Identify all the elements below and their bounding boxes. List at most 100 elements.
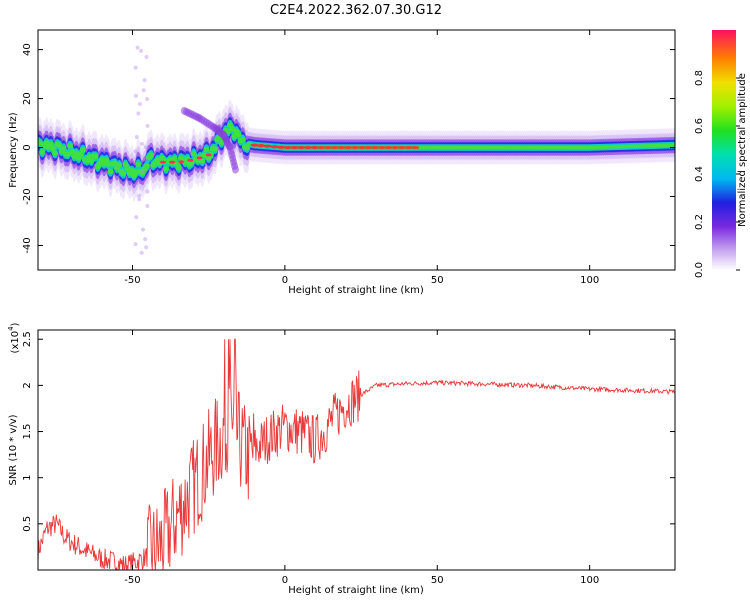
snr-multiplier-close: ) [10, 322, 21, 326]
spectrogram-cell [107, 168, 114, 175]
spectrogram-cell [122, 162, 129, 168]
spectrogram-cell [60, 145, 67, 151]
spectrogram-xtick-label: 0 [282, 275, 288, 286]
snr-ytick-label: 0.5 [22, 516, 33, 532]
spectrogram-ytick-label: 40 [22, 43, 33, 56]
spectrogram-noise-cell [140, 227, 145, 232]
spectrogram-cell [239, 137, 246, 143]
spectrogram-cell [120, 171, 127, 177]
spectrogram-xlabel: Height of straight line (km) [288, 285, 424, 296]
spectrogram-core-cell [187, 158, 194, 162]
spectrogram-noise-cell [145, 189, 150, 194]
spectrogram-cell [148, 152, 155, 158]
spectrogram-noise-cell [143, 145, 148, 150]
colorbar-gradient [712, 30, 736, 270]
spectrogram-noise [133, 45, 150, 255]
spectrogram-core-cell [297, 145, 306, 150]
spectrogram-xtick-label: 50 [431, 275, 444, 286]
spectrogram-noise-cell [133, 93, 138, 98]
spectrogram-cell [64, 151, 71, 157]
spectrogram-core-cell [324, 145, 333, 150]
snr-panel: -50 0 50 100 0.5 1 1.5 2 2.5 Height of straight … [7, 322, 676, 596]
spectrogram-core-cell [277, 145, 286, 149]
spectrogram-cell [143, 163, 150, 169]
snr-xtick-label: 100 [580, 575, 599, 586]
spectrogram-ytick-label: 0 [22, 144, 33, 150]
spectrogram-noise-cell [138, 48, 143, 53]
snr-frame [37, 329, 676, 571]
spectrogram-core-cell [250, 143, 259, 147]
spectrogram-noise-cell [133, 65, 138, 70]
spectrogram-cell [52, 150, 59, 156]
spectrogram-core-cell [196, 156, 203, 160]
spectrogram-ticks: -50 0 50 100 -40 -20 0 20 40 [22, 30, 675, 286]
spectrogram-noise-cell [145, 123, 150, 128]
spectrogram-core-cell [371, 145, 380, 150]
spectrogram-core-cell [270, 145, 279, 149]
spectrogram-cell [201, 152, 208, 158]
spectrogram-cell [235, 131, 242, 138]
svg-text:(x104): (x104) [7, 322, 21, 353]
spectrogram-noise-cell [136, 193, 141, 198]
spectrogram-core-cell [257, 144, 266, 148]
spectrogram-noise-cell [139, 141, 144, 146]
spectrogram-core [159, 143, 420, 164]
spectrogram-cell [135, 161, 142, 167]
spectrogram-core-cell [391, 145, 400, 150]
snr-multiplier-base: (x10 [10, 331, 21, 354]
spectrogram-xtick-label: -50 [124, 275, 140, 286]
spectrogram-core-cell [169, 160, 176, 164]
spectrogram-cell [212, 146, 219, 152]
spectrogram-cell [38, 140, 44, 146]
spectrogram-cell [47, 141, 54, 147]
spectrogram-cell [88, 158, 95, 164]
spectrogram-cell [67, 143, 74, 149]
spectrogram-noise-cell [144, 245, 149, 250]
spectrogram-cell [116, 162, 123, 168]
spectrogram-core-cell [304, 145, 313, 150]
spectrogram-xtick-label: 100 [580, 275, 599, 286]
spectrogram-core-cell [310, 145, 319, 150]
spectrogram-cell [49, 145, 56, 152]
spectrogram-core-cell [337, 145, 346, 150]
snr-ylabel: SNR (10 * v/v) [8, 414, 19, 485]
spectrogram-cell [175, 165, 182, 171]
spectrogram-noise-cell [141, 88, 146, 93]
chart-title: C2E4.2022.362.07.30.G12 [270, 3, 442, 18]
spectrogram-ytick-label: 20 [22, 92, 33, 105]
snr-plot-area [38, 338, 675, 570]
snr-xlabel: Height of straight line (km) [288, 585, 424, 596]
snr-multiplier-exponent: 4 [7, 326, 15, 331]
spectrogram-core-cell [290, 145, 299, 150]
spectrogram-core-cell [384, 145, 393, 150]
spectrogram-noise-cell [134, 135, 139, 140]
spectrogram-core-cell [283, 145, 292, 150]
spectrogram-core-cell [344, 145, 353, 150]
colorbar-label: Normalized spectral amplitude [737, 73, 748, 227]
spectrogram-cell [77, 152, 84, 158]
snr-ytick-label: 2.5 [22, 331, 33, 347]
snr-xtick-label: 0 [282, 575, 288, 586]
snr-xtick-label: 50 [431, 575, 444, 586]
snr-ytick-label: 1 [22, 475, 33, 481]
spectrogram-cell [229, 126, 236, 132]
colorbar-tick-label: 0.6 [694, 118, 705, 134]
spectrogram-noise-cell [140, 169, 145, 174]
spectrogram-noise-cell [133, 242, 138, 247]
spectrogram-plot-area [38, 45, 675, 255]
spectrogram-noise-cell [145, 204, 150, 209]
spectrogram-secondary-branch [180, 106, 240, 174]
spectrogram-core-cell [404, 145, 413, 150]
spectrogram-core-cell [350, 145, 359, 150]
spectrogram-core-cell [411, 145, 420, 150]
colorbar-tick-label: 0.2 [694, 214, 705, 230]
spectrogram-cell [139, 170, 146, 176]
spectrogram-ytick-label: -20 [22, 188, 33, 204]
spectrogram-core-cell [364, 145, 373, 150]
snr-ytick-label: 2 [22, 382, 33, 388]
colorbar-ticks: 0.0 0.2 0.4 0.6 0.8 [694, 70, 740, 278]
spectrogram-cell [171, 156, 178, 162]
spectrogram-ylabel: Frequency (Hz) [8, 112, 19, 188]
spectrogram-branch-cell [232, 165, 240, 174]
